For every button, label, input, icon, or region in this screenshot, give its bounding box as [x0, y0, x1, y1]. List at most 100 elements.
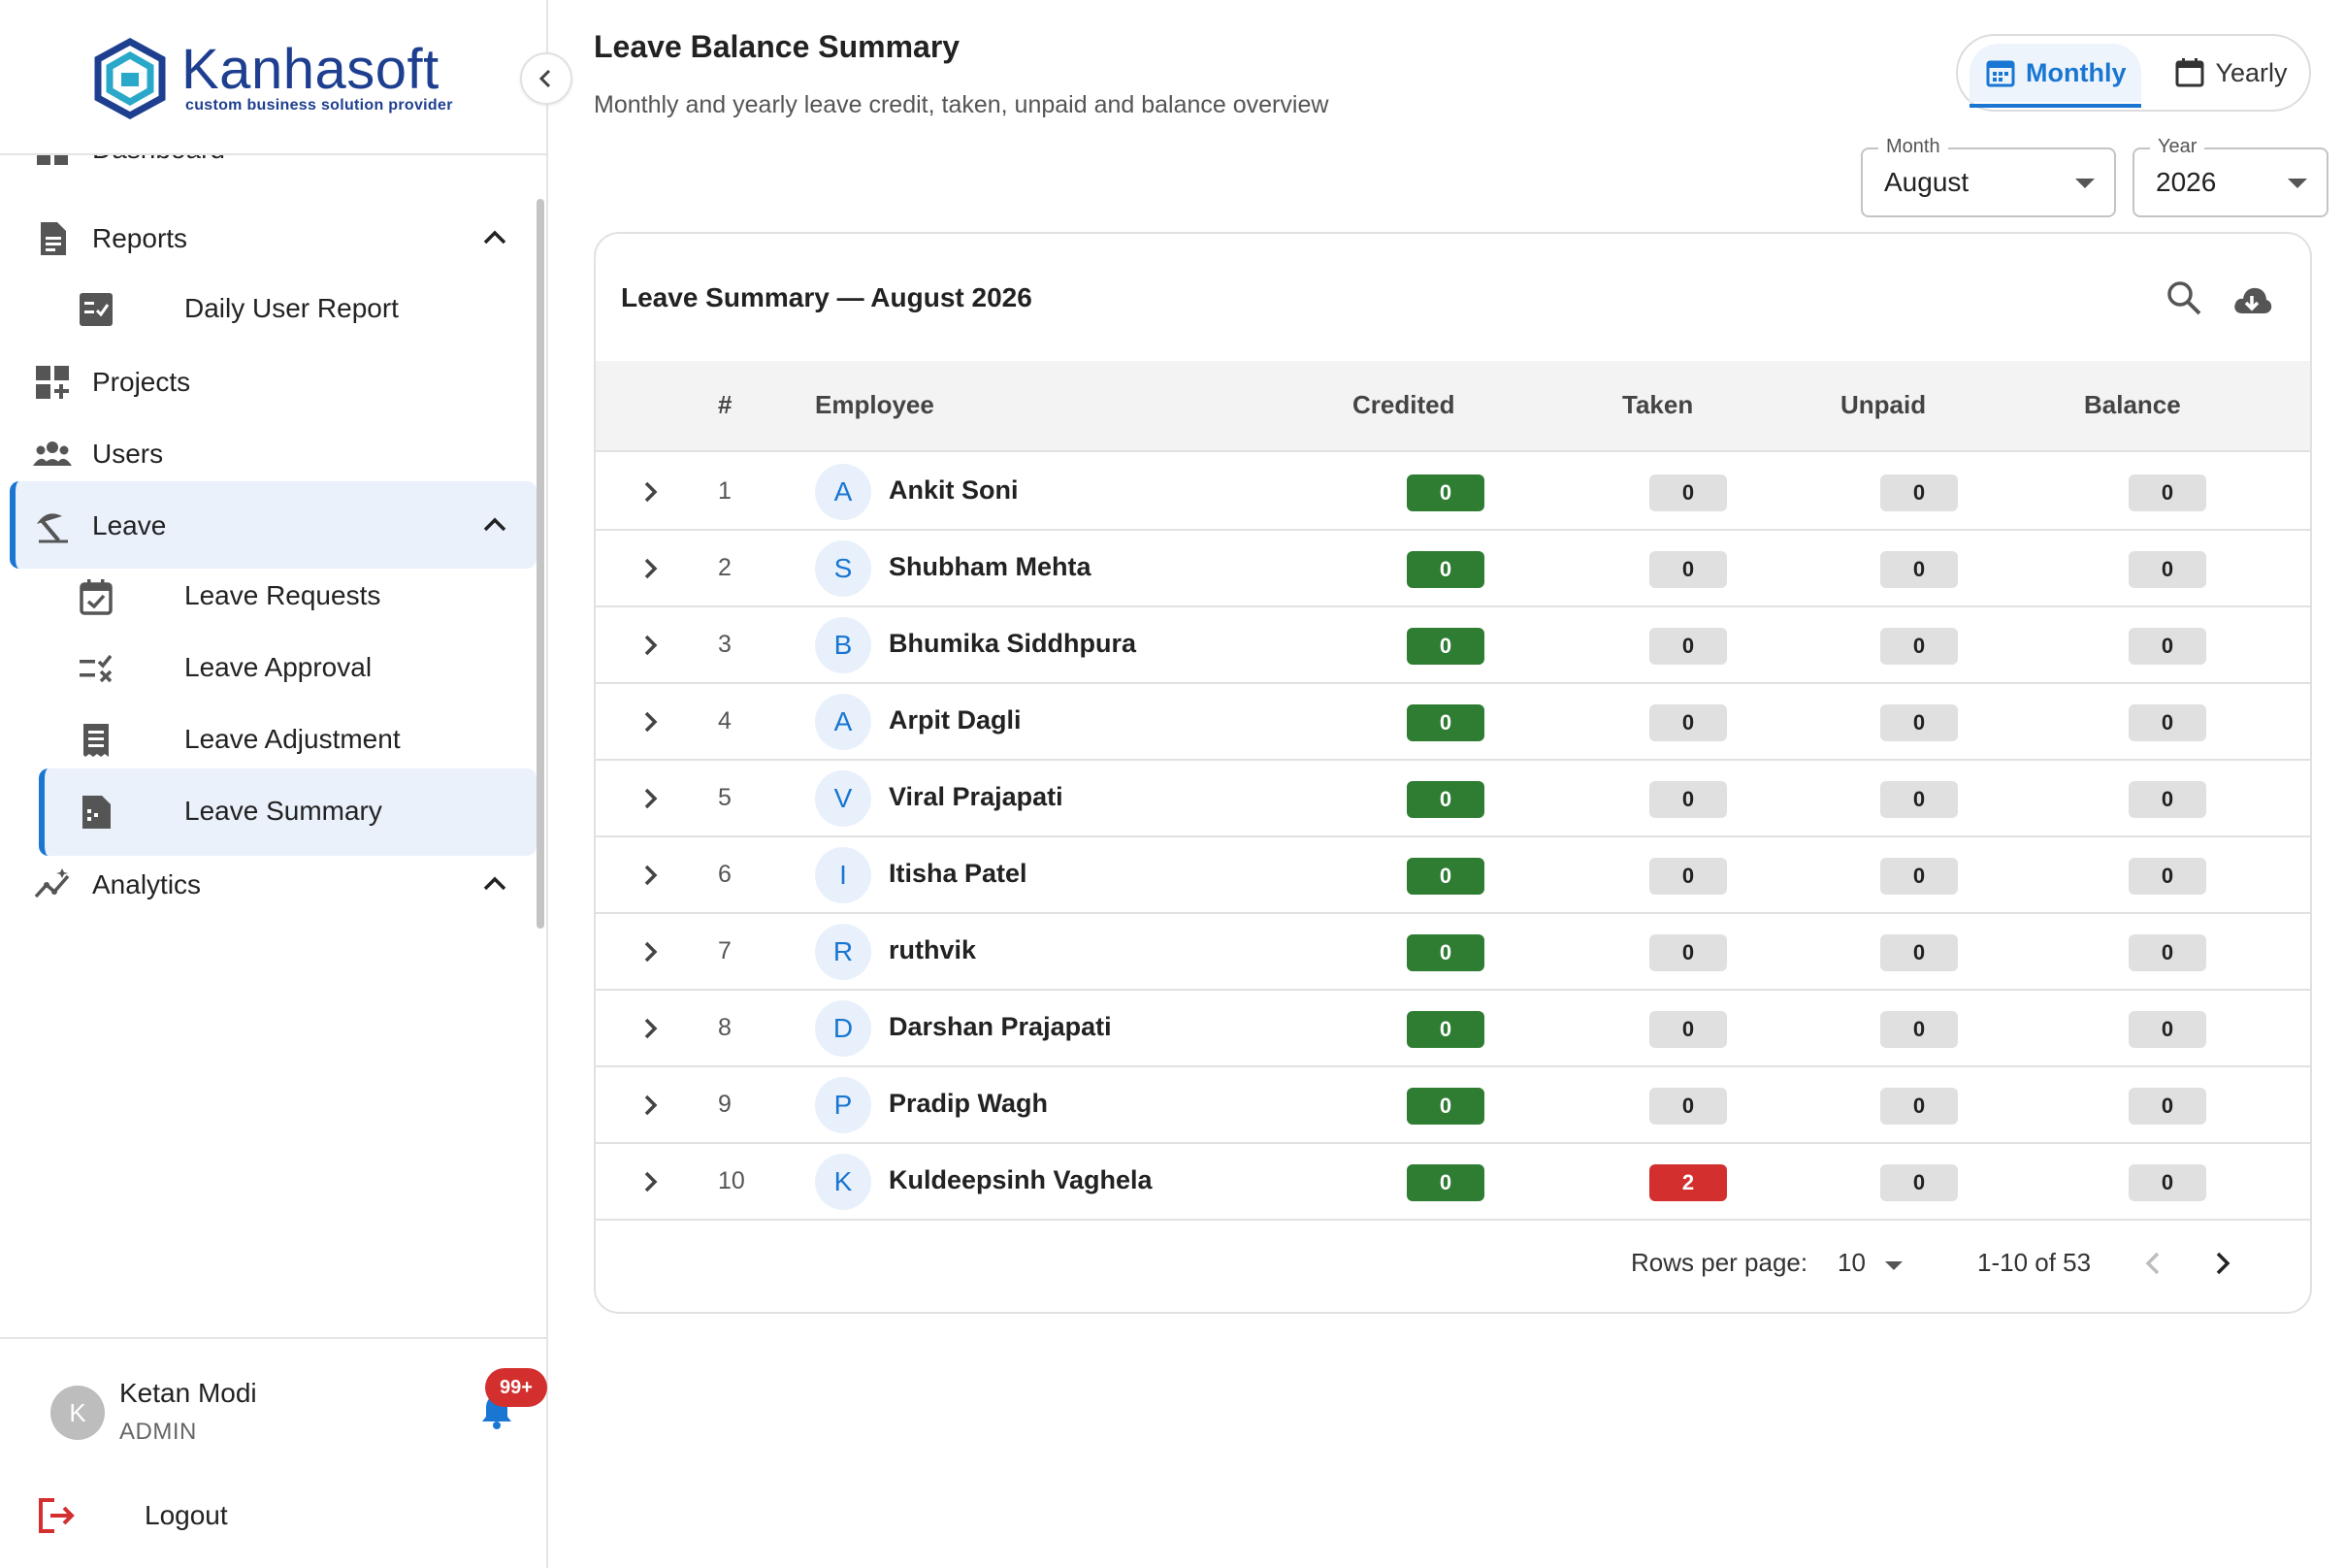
employee-name: Bhumika Siddhpura — [889, 629, 1137, 658]
previous-page-icon[interactable] — [2136, 1246, 2171, 1281]
unpaid-chip: 0 — [1880, 551, 1958, 588]
taken-chip: 0 — [1649, 781, 1727, 818]
expand-row-icon[interactable] — [635, 475, 667, 508]
sidebar-item-label: Leave Approval — [184, 652, 373, 682]
sidebar-item-label: Reports — [92, 223, 188, 253]
credited-chip: 0 — [1407, 1088, 1484, 1125]
cloud-download-icon[interactable] — [2230, 278, 2273, 321]
yearly-label: Yearly — [2215, 57, 2288, 87]
expand-row-icon[interactable] — [635, 1012, 667, 1045]
balance-chip: 0 — [2129, 1011, 2206, 1048]
sidebar-item-leave-adjustment[interactable]: Leave Adjustment — [39, 697, 537, 784]
unpaid-chip: 0 — [1880, 934, 1958, 971]
sidebar-item-reports[interactable]: Reports — [10, 194, 537, 281]
avatar: V — [815, 770, 871, 827]
row-index: 7 — [718, 937, 732, 964]
calendar-icon — [2175, 58, 2204, 87]
rule-icon — [80, 654, 113, 683]
table-row[interactable]: 4 A Arpit Dagli 0 0 0 0 — [596, 684, 2310, 761]
balance-chip: 0 — [2129, 858, 2206, 895]
sidebar-item-leave-summary[interactable]: Leave Summary — [39, 768, 537, 856]
logout-button[interactable]: Logout — [35, 1486, 423, 1545]
employee-name: Kuldeepsinh Vaghela — [889, 1165, 1153, 1194]
column-header-index[interactable]: # — [718, 390, 732, 419]
month-select-value: August — [1884, 167, 1970, 197]
table-row[interactable]: 8 D Darshan Prajapati 0 0 0 0 — [596, 991, 2310, 1067]
table-row[interactable]: 2 S Shubham Mehta 0 0 0 0 — [596, 531, 2310, 607]
avatar: K — [50, 1386, 105, 1440]
expand-row-icon[interactable] — [635, 629, 667, 662]
column-header-credited[interactable]: Credited — [1352, 390, 1455, 419]
unpaid-chip: 0 — [1880, 781, 1958, 818]
dropdown-arrow-icon[interactable] — [1885, 1261, 1903, 1270]
chevron-up-icon[interactable] — [478, 508, 511, 541]
search-icon[interactable] — [2165, 278, 2203, 317]
sidebar-item-users[interactable]: Users — [10, 409, 537, 497]
year-select[interactable]: Year 2026 — [2132, 136, 2328, 217]
monthly-toggle-button[interactable]: Monthly — [1970, 44, 2142, 108]
row-index: 1 — [718, 477, 732, 505]
credited-chip: 0 — [1407, 781, 1484, 818]
table-row[interactable]: 9 P Pradip Wagh 0 0 0 0 — [596, 1067, 2310, 1144]
sidebar-item-dashboard[interactable]: Dashboard — [10, 155, 537, 192]
avatar: K — [815, 1154, 871, 1210]
balance-chip: 0 — [2129, 781, 2206, 818]
chevron-up-icon[interactable] — [478, 867, 511, 900]
sidebar-item-leave[interactable]: Leave — [10, 481, 537, 569]
expand-row-icon[interactable] — [635, 859, 667, 892]
chevron-up-icon[interactable] — [478, 221, 511, 254]
row-index: 3 — [718, 631, 732, 658]
balance-chip: 0 — [2129, 934, 2206, 971]
user-name: Ketan Modi — [119, 1378, 257, 1408]
credited-chip: 0 — [1407, 858, 1484, 895]
expand-row-icon[interactable] — [635, 1089, 667, 1122]
sidebar-item-leave-requests[interactable]: Leave Requests — [39, 553, 537, 640]
table-row[interactable]: 6 I Itisha Patel 0 0 0 0 — [596, 837, 2310, 914]
table-row[interactable]: 1 A Ankit Soni 0 0 0 0 — [596, 454, 2310, 531]
credited-chip: 0 — [1407, 1164, 1484, 1201]
sidebar-item-analytics[interactable]: Analytics — [10, 840, 537, 928]
expand-row-icon[interactable] — [635, 705, 667, 738]
table-row[interactable]: 3 B Bhumika Siddhpura 0 0 0 0 — [596, 607, 2310, 684]
sidebar-item-daily-user-report[interactable]: Daily User Report — [39, 266, 537, 353]
sidebar-item-projects[interactable]: Projects — [10, 338, 537, 425]
column-header-taken[interactable]: Taken — [1622, 390, 1694, 419]
column-header-employee[interactable]: Employee — [815, 390, 934, 419]
row-index: 5 — [718, 784, 732, 811]
employee-name: Itisha Patel — [889, 859, 1027, 888]
unpaid-chip: 0 — [1880, 628, 1958, 665]
rows-per-page-select[interactable]: 10 — [1838, 1248, 1866, 1277]
column-header-unpaid[interactable]: Unpaid — [1840, 390, 1927, 419]
group-icon — [33, 441, 72, 466]
expand-row-icon[interactable] — [635, 552, 667, 585]
expand-row-icon[interactable] — [635, 782, 667, 815]
balance-chip: 0 — [2129, 704, 2206, 741]
taken-chip: 0 — [1649, 934, 1727, 971]
taken-chip: 0 — [1649, 474, 1727, 511]
employee-name: Viral Prajapati — [889, 782, 1063, 811]
user-profile[interactable]: K Ketan Modi ADMIN 99+ — [50, 1368, 547, 1465]
dropdown-arrow-icon — [2075, 179, 2095, 188]
month-select[interactable]: Month August — [1861, 136, 2116, 217]
collapse-sidebar-button[interactable] — [520, 52, 572, 105]
taken-chip: 0 — [1649, 1011, 1727, 1048]
table-row[interactable]: 5 V Viral Prajapati 0 0 0 0 — [596, 761, 2310, 837]
sidebar-scrollbar[interactable] — [537, 199, 544, 929]
sidebar-item-leave-approval[interactable]: Leave Approval — [39, 625, 537, 712]
expand-row-icon[interactable] — [635, 935, 667, 968]
sidebar-item-label: Leave Requests — [184, 580, 381, 610]
next-page-icon[interactable] — [2204, 1246, 2239, 1281]
year-select-value: 2026 — [2156, 167, 2217, 197]
user-role: ADMIN — [119, 1419, 197, 1445]
row-index: 2 — [718, 554, 732, 581]
table-row[interactable]: 10 K Kuldeepsinh Vaghela 0 2 0 0 — [596, 1144, 2310, 1221]
credited-chip: 0 — [1407, 704, 1484, 741]
yearly-toggle-button[interactable]: Yearly — [2159, 44, 2302, 102]
employee-name: ruthvik — [889, 935, 977, 964]
expand-row-icon[interactable] — [635, 1165, 667, 1198]
brand-logo[interactable]: Kanhasoft custom business solution provi… — [92, 35, 453, 122]
avatar: D — [815, 1000, 871, 1057]
divider — [0, 153, 546, 155]
column-header-balance[interactable]: Balance — [2084, 390, 2181, 419]
